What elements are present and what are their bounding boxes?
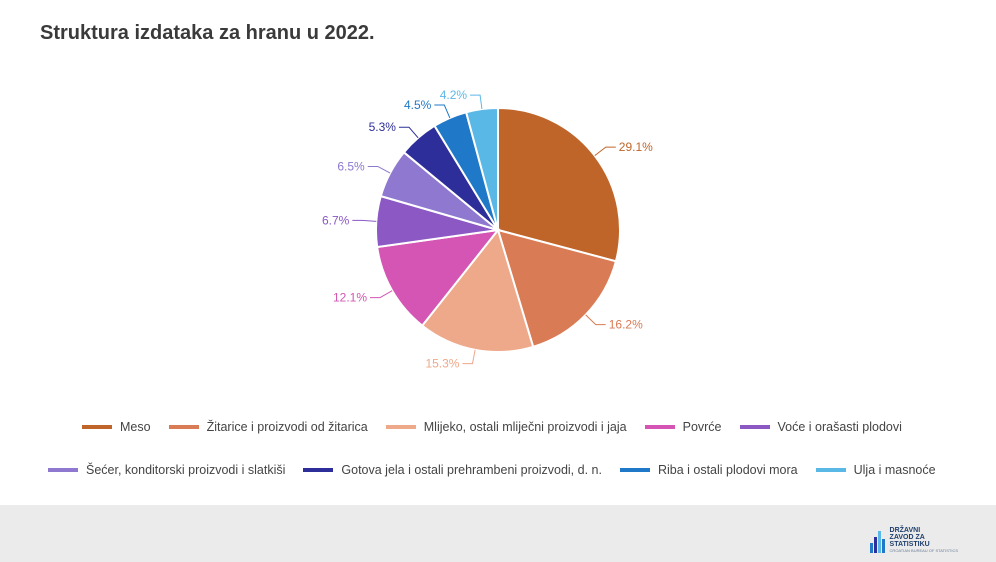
legend-swatch: [48, 468, 78, 472]
data-label: 12.1%: [333, 291, 367, 305]
legend-item: Gotova jela i ostali prehrambeni proizvo…: [303, 463, 602, 477]
leader-line: [398, 126, 419, 139]
legend-swatch: [82, 425, 112, 429]
legend-item: Povrće: [644, 420, 722, 434]
legend-label: Žitarice i proizvodi od žitarica: [206, 420, 368, 434]
legend-swatch: [303, 468, 334, 472]
legend-item: Šećer, konditorski proizvodi i slatkiši: [48, 463, 285, 477]
legend-item: Voće i orašasti plodovi: [739, 420, 902, 434]
leader-line: [585, 314, 606, 326]
legend-swatch: [815, 468, 846, 472]
legend-item: Mlijeko, ostali mliječni proizvodi i jaj…: [385, 420, 627, 434]
legend-item: Žitarice i proizvodi od žitarica: [168, 420, 368, 434]
leader-line: [434, 104, 451, 119]
leader-line: [462, 349, 476, 365]
legend-row-2: Šećer, konditorski proizvodi i slatkiši G…: [48, 463, 954, 477]
legend-swatch: [168, 425, 199, 429]
legend-swatch: [619, 468, 650, 472]
dzs-logo: DRŽAVNI ZAVOD ZA STATISTIKU CROATIAN BUR…: [869, 527, 958, 553]
legend-label: Gotova jela i ostali prehrambeni proizvo…: [341, 463, 602, 477]
legend-label: Povrće: [682, 420, 722, 434]
pie-slice: [497, 106, 621, 263]
logo-bars-icon: [869, 531, 886, 553]
legend-label: Riba i ostali plodovi mora: [657, 463, 798, 477]
legend-swatch: [644, 425, 675, 429]
legend-swatch: [739, 425, 770, 429]
legend-item: Riba i ostali plodovi mora: [619, 463, 798, 477]
legend-label: Voće i orašasti plodovi: [777, 420, 902, 434]
legend-item: Meso: [82, 420, 151, 434]
data-label: 4.5%: [404, 98, 432, 112]
legend-item: Ulja i masnoće: [815, 463, 936, 477]
legend-row-1: Meso Žitarice i proizvodi od žitarica Mlij…: [82, 420, 920, 434]
legend-label: Meso: [120, 420, 151, 434]
legend-label: Mlijeko, ostali mliječni proizvodi i jaj…: [423, 420, 627, 434]
logo-line-4: CROATIAN BUREAU OF STATISTICS: [889, 548, 958, 553]
leader-line: [367, 165, 391, 174]
chart-title: Struktura izdataka za hranu u 2022.: [40, 22, 375, 44]
leader-line: [470, 94, 483, 110]
leader-line: [352, 219, 377, 222]
data-label: 6.5%: [337, 159, 365, 173]
logo-line-2: ZAVOD ZA: [889, 534, 925, 541]
data-label: 5.3%: [369, 120, 397, 134]
legend-label: Šećer, konditorski proizvodi i slatkiši: [86, 463, 286, 477]
data-label: 29.1%: [619, 140, 653, 154]
data-label: 4.2%: [440, 88, 468, 102]
pie-chart: 29.1% 16.2% 15.3% 12.1% 6.7% 6.5% 5.3% 4.5% 4.2%: [322, 88, 653, 371]
logo-line-3: STATISTIKU: [889, 541, 930, 548]
pie-slice: [376, 228, 501, 328]
leader-line: [370, 290, 393, 299]
data-label: 16.2%: [609, 318, 643, 332]
legend-swatch: [385, 425, 416, 429]
leader-line: [594, 146, 616, 157]
pie-slice: [420, 227, 535, 353]
legend-label: Ulja i masnoće: [853, 463, 936, 477]
footer: DRŽAVNI ZAVOD ZA STATISTIKU CROATIAN BUR…: [0, 505, 996, 562]
data-label: 6.7%: [322, 213, 350, 227]
data-label: 15.3%: [425, 357, 459, 371]
logo-line-1: DRŽAVNI: [889, 527, 921, 534]
pie-slice: [464, 106, 499, 231]
